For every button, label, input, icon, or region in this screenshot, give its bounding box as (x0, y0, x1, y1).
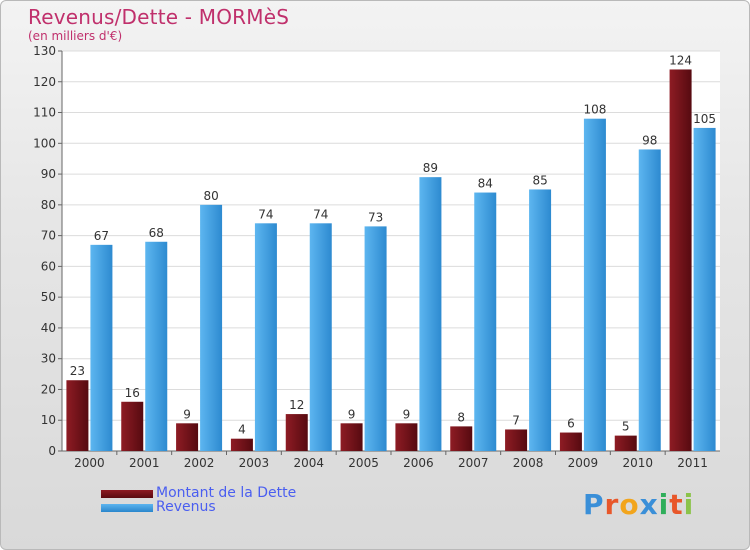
value-label-revenus: 67 (94, 229, 109, 243)
value-label-revenus: 85 (532, 173, 547, 187)
x-tick-label: 2002 (184, 456, 215, 470)
value-label-revenus: 74 (258, 207, 273, 221)
value-label-dette: 9 (348, 407, 356, 421)
bar-dette (669, 69, 692, 451)
logo-letter: r (604, 488, 620, 521)
bar-dette (450, 426, 473, 451)
bar-revenus (309, 223, 332, 451)
value-label-dette: 9 (403, 407, 411, 421)
chart-subtitle: (en milliers d'€) (28, 29, 123, 43)
value-label-dette: 16 (125, 386, 140, 400)
x-tick-label: 2010 (622, 456, 653, 470)
plot-area (62, 51, 720, 451)
bar-dette (176, 423, 199, 451)
value-label-dette: 4 (238, 423, 246, 437)
value-label-dette: 8 (457, 410, 465, 424)
value-label-revenus: 74 (313, 207, 328, 221)
value-label-revenus: 108 (583, 103, 606, 117)
value-label-revenus: 73 (368, 210, 383, 224)
logo-letter: P (583, 488, 605, 521)
y-tick-label: 80 (41, 198, 56, 212)
bar-revenus (200, 204, 223, 451)
bar-revenus (583, 118, 606, 451)
x-tick-label: 2003 (239, 456, 270, 470)
x-tick-label: 2008 (513, 456, 544, 470)
value-label-dette: 9 (183, 407, 191, 421)
x-tick-label: 2011 (677, 456, 708, 470)
y-tick-label: 10 (41, 413, 56, 427)
bar-revenus (529, 189, 552, 451)
logo-letter: o (619, 488, 640, 521)
logo-letter: t (669, 488, 684, 521)
value-label-dette: 5 (622, 420, 630, 434)
bar-dette (505, 429, 528, 451)
bar-revenus (419, 177, 442, 451)
legend-label-dette: Montant de la Dette (156, 485, 297, 501)
bar-dette (559, 432, 582, 451)
legend-swatch-revenus (101, 504, 153, 512)
value-label-revenus: 98 (642, 133, 657, 147)
value-label-revenus: 84 (478, 177, 493, 191)
bar-dette (395, 423, 418, 451)
bar-revenus (145, 241, 168, 451)
bar-dette (614, 435, 637, 451)
value-label-dette: 7 (512, 413, 520, 427)
y-tick-label: 0 (48, 444, 56, 458)
value-label-revenus: 80 (203, 189, 218, 203)
chart-title: Revenus/Dette - MORMèS (28, 5, 290, 29)
bar-revenus (474, 192, 497, 452)
y-tick-label: 130 (33, 44, 56, 58)
bar-revenus (638, 149, 661, 451)
y-tick-label: 30 (41, 352, 56, 366)
bar-revenus (693, 127, 716, 451)
legend-swatch-dette (101, 490, 153, 498)
proxiti-logo: Proxiti (583, 488, 694, 521)
y-tick-label: 50 (41, 290, 56, 304)
logo-letter: i (683, 488, 695, 521)
y-tick-label: 40 (41, 321, 56, 335)
bar-dette (121, 401, 144, 451)
bar-dette (340, 423, 363, 451)
y-tick-label: 20 (41, 382, 56, 396)
y-tick-label: 70 (41, 229, 56, 243)
x-tick-label: 2001 (129, 456, 160, 470)
bar-dette (230, 438, 253, 451)
x-tick-label: 2009 (568, 456, 599, 470)
value-label-dette: 12 (289, 398, 304, 412)
x-tick-label: 2000 (74, 456, 105, 470)
x-tick-label: 2006 (403, 456, 434, 470)
value-label-dette: 6 (567, 417, 575, 431)
logo-letter: i (658, 488, 670, 521)
bar-revenus (90, 244, 113, 451)
x-tick-label: 2004 (293, 456, 324, 470)
x-tick-label: 2007 (458, 456, 489, 470)
bar-revenus (364, 226, 387, 451)
y-tick-label: 90 (41, 167, 56, 181)
value-label-revenus: 89 (423, 161, 438, 175)
value-label-dette: 124 (669, 53, 692, 67)
y-tick-label: 60 (41, 259, 56, 273)
value-label-dette: 23 (70, 364, 85, 378)
y-tick-label: 100 (33, 136, 56, 150)
y-tick-label: 120 (33, 75, 56, 89)
bar-revenus (254, 223, 277, 451)
x-tick-label: 2005 (348, 456, 379, 470)
value-label-revenus: 68 (149, 226, 164, 240)
value-label-revenus: 105 (693, 112, 716, 126)
legend-label-revenus: Revenus (156, 499, 216, 515)
y-tick-label: 110 (33, 106, 56, 120)
bar-dette (66, 380, 89, 451)
logo-letter: x (639, 488, 659, 521)
bar-dette (285, 414, 308, 451)
